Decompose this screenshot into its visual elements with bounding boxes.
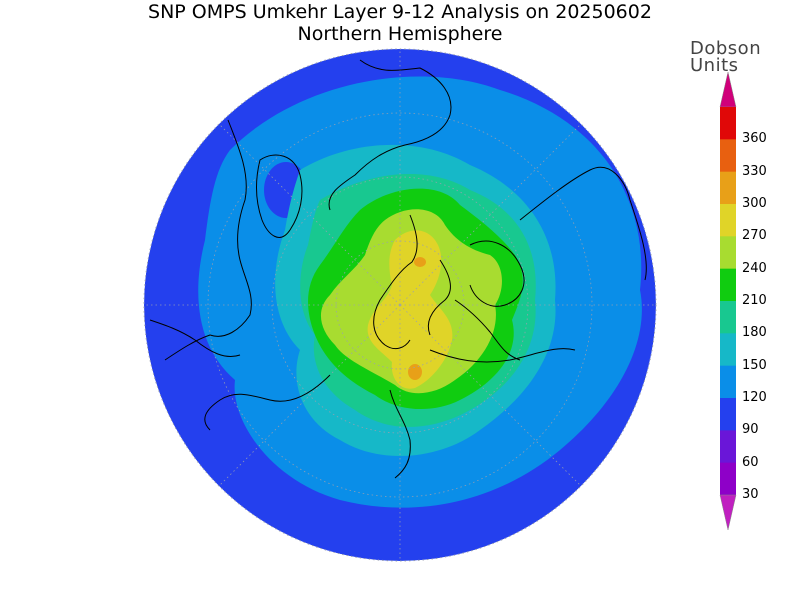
- colorbar-band: [720, 398, 736, 431]
- colorbar-tick-label: 300: [742, 196, 767, 211]
- hemisphere-outline: [143, 48, 657, 562]
- colorbar-band: [720, 171, 736, 205]
- colorbar-tick-label: 180: [742, 325, 767, 341]
- colorbar-tick-label: 210: [742, 293, 767, 308]
- colorbar-tick-label: 30: [742, 487, 759, 502]
- colorbar-tick-label: 120: [742, 390, 767, 405]
- colorbar-tick-label: 270: [742, 228, 767, 244]
- colorbar-band: [720, 268, 736, 302]
- colorbar-tick-label: 360: [742, 131, 767, 147]
- colorbar-tick-label: 60: [742, 454, 759, 470]
- colorbar-unit-line2: Units: [690, 55, 739, 76]
- colorbar-tick-label: 240: [742, 260, 767, 276]
- colorbar-band: [720, 301, 736, 334]
- colorbar-band: [720, 139, 736, 173]
- colorbar-unit-title: Dobson Units: [690, 38, 762, 76]
- colorbar-below-arrow: [719, 494, 737, 531]
- colorbar-band: [720, 236, 736, 270]
- ozone-level-270: [367, 230, 453, 389]
- colorbar-above-arrow: [719, 71, 737, 108]
- graticule: [144, 49, 656, 561]
- colorbar-band: [720, 430, 736, 464]
- map-subtitle: Northern Hemisphere: [297, 23, 503, 45]
- colorbar-tick-label: 150: [742, 357, 767, 373]
- colorbar-band: [720, 365, 736, 399]
- colorbar-unit-line1: Dobson: [690, 38, 762, 59]
- colorbar-band: [720, 107, 736, 140]
- colorbar-band: [720, 204, 736, 237]
- colorbar-tick-label: 90: [742, 422, 759, 438]
- colorbar: [719, 71, 737, 531]
- colorbar-band: [720, 333, 736, 367]
- colorbar-tick-label: 330: [742, 163, 767, 179]
- coastlines: [149, 59, 647, 479]
- max-cell-north: [414, 257, 426, 267]
- colorbar-band: [720, 462, 736, 496]
- max-cell-south: [408, 364, 422, 380]
- map-title: SNP OMPS Umkehr Layer 9-12 Analysis on 2…: [148, 1, 652, 23]
